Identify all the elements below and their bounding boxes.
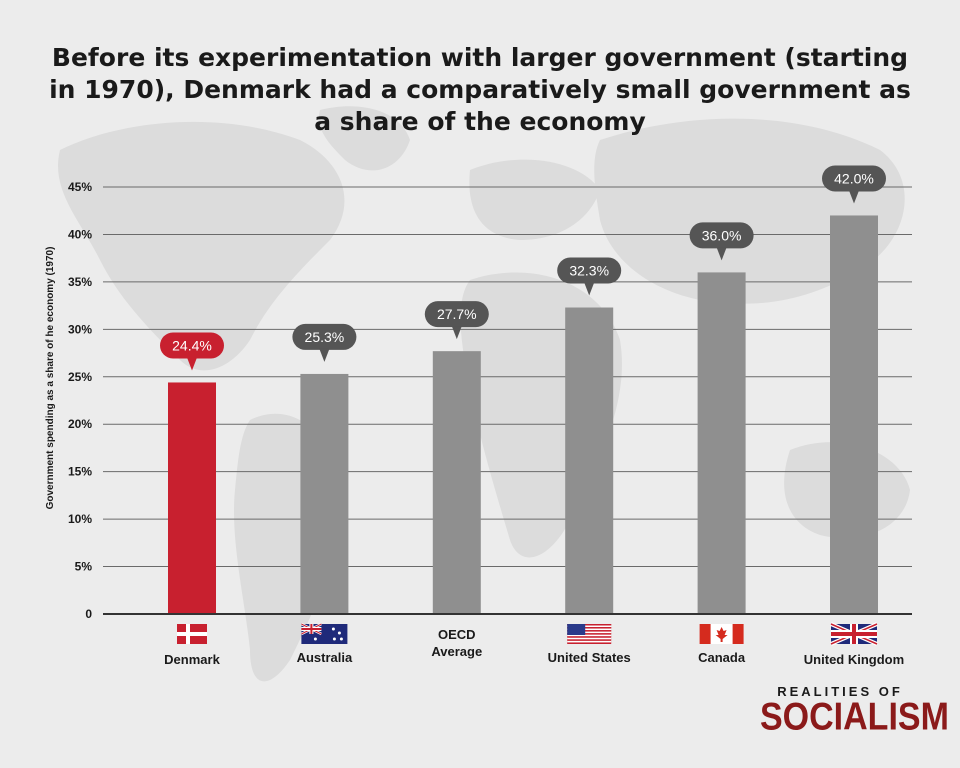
category-label: Average [431, 644, 482, 659]
flag-united-states-icon [567, 624, 612, 644]
value-label: 36.0% [702, 227, 742, 243]
bar-canada [697, 272, 746, 614]
y-tick-label: 20% [68, 417, 92, 431]
bubble-pointer [319, 348, 330, 362]
brand-main-text: SOCIALISM [760, 695, 949, 739]
y-axis-ticks: 0 5% 10% 15% 20% 25% 30% 35% 40% 45% [68, 180, 92, 621]
brand-logo: REALITIES OF SOCIALISM [760, 684, 949, 739]
category-label: United Kingdom [804, 652, 904, 667]
bubble-shape [424, 301, 489, 328]
bubble-shape [557, 257, 622, 284]
bar-united-states [565, 307, 614, 614]
flag-united-kingdom-icon [830, 622, 878, 646]
value-bubble: 27.7% [424, 301, 489, 340]
y-axis-label: Government spending as a share of he eco… [45, 247, 56, 510]
brand-top-text: REALITIES OF [777, 684, 903, 699]
y-tick-label: 10% [68, 512, 92, 526]
value-bubble: 24.4% [160, 332, 224, 371]
y-tick-label: 35% [68, 275, 92, 289]
value-bubble: 32.3% [557, 257, 622, 296]
value-label: 25.3% [305, 329, 345, 345]
category-label: OECD [438, 627, 476, 642]
value-label: 32.3% [569, 263, 609, 279]
y-tick-label: 5% [75, 560, 93, 574]
value-bubble: 42.0% [822, 165, 886, 204]
bubble-shape [160, 332, 224, 359]
bar-denmark [168, 382, 216, 614]
bubble-pointer [584, 282, 595, 296]
bubble-shape [292, 323, 357, 350]
value-bubble: 25.3% [292, 323, 357, 362]
category-label: Denmark [164, 652, 220, 667]
bubble-pointer [451, 326, 462, 340]
y-tick-label: 25% [68, 370, 92, 384]
gridlines [103, 186, 912, 568]
bubble-shape [822, 165, 886, 192]
flag-australia-icon [300, 622, 348, 644]
category-label: Canada [698, 650, 746, 665]
bubble-pointer [849, 190, 859, 204]
bubble-pointer [716, 247, 727, 261]
value-labels: 24.4% 25.3% 27.7% 32.3% 36.0% 42.0% [160, 165, 886, 371]
value-label: 27.7% [437, 306, 477, 322]
bar-oecd-average [432, 351, 481, 614]
y-tick-label: 0 [85, 607, 92, 621]
bar-australia [300, 373, 349, 614]
flag-denmark-icon [177, 624, 207, 644]
y-tick-label: 45% [68, 180, 92, 194]
bars [168, 215, 878, 614]
chart-title: Before its experimentation with larger g… [49, 43, 911, 136]
value-label: 42.0% [834, 170, 874, 186]
bubble-pointer [187, 357, 197, 371]
y-tick-label: 40% [68, 227, 92, 241]
value-label: 24.4% [172, 337, 212, 353]
value-bubble: 36.0% [689, 222, 754, 261]
category-label: United States [548, 650, 631, 665]
category-label: Australia [297, 650, 353, 665]
y-tick-label: 30% [68, 322, 92, 336]
flag-canada-icon [699, 624, 744, 644]
country-flags [177, 622, 878, 646]
y-tick-label: 15% [68, 465, 92, 479]
bar-united-kingdom [830, 215, 878, 614]
bubble-shape [689, 222, 754, 249]
category-labels: Denmark Australia OECD Average United States… [164, 627, 904, 667]
